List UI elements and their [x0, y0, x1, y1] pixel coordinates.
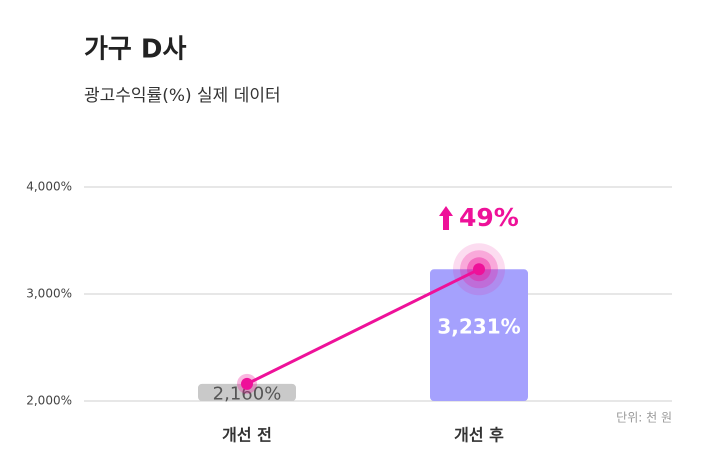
value-label: 3,231%: [437, 315, 520, 339]
up-arrow: [439, 206, 453, 230]
bar: [430, 269, 528, 401]
line-point: [473, 263, 485, 276]
chart-title: 가구 D사: [84, 35, 186, 65]
line-point: [241, 377, 253, 390]
y-tick-label: 3,000%: [26, 287, 72, 301]
unit-note: 단위: 천 원: [616, 410, 672, 425]
chart-subtitle: 광고수익률(%) 실제 데이터: [84, 86, 281, 106]
y-tick-label: 4,000%: [26, 180, 72, 194]
value-label: 2,160%: [213, 383, 282, 404]
y-tick-label: 2,000%: [26, 394, 72, 408]
x-tick-label: 개선 후: [454, 426, 504, 445]
bar: [198, 383, 296, 401]
x-tick-label: 개선 전: [222, 426, 272, 445]
annotation: 49%: [459, 203, 519, 232]
trend-line: [246, 267, 480, 386]
